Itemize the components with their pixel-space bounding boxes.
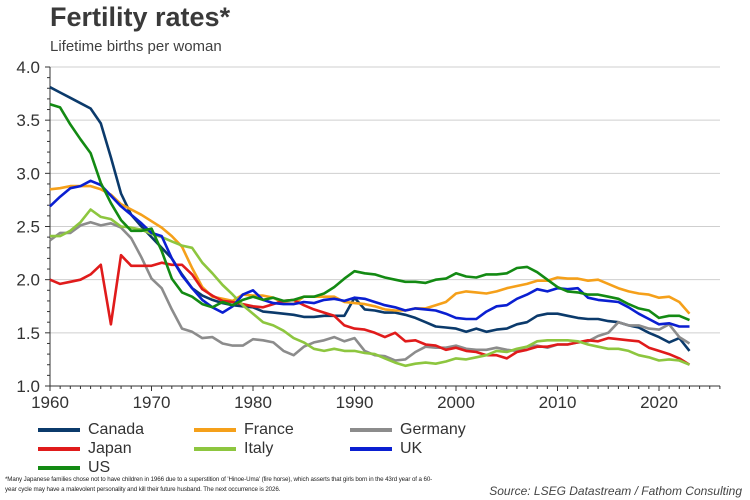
legend-item-us: US: [38, 459, 110, 477]
y-tick-label: 2.5: [16, 218, 40, 237]
legend-label: France: [244, 421, 294, 438]
axes: [45, 66, 721, 391]
series-line-italy: [50, 208, 690, 368]
series-line-france: [49, 184, 691, 315]
legend-swatch: [194, 447, 236, 451]
y-tick-label: 4.0: [16, 58, 40, 77]
x-tick-label: 2000: [437, 393, 475, 412]
y-tick-label: 1.0: [16, 377, 40, 396]
legend-label: Italy: [244, 440, 274, 457]
chart-title: Fertility rates*: [50, 2, 231, 32]
legend-swatch: [350, 447, 392, 451]
legend-item-france: France: [194, 421, 294, 439]
x-tick-label: 1960: [31, 393, 69, 412]
chart-subtitle: Lifetime births per woman: [50, 38, 222, 55]
legend-label: Germany: [400, 421, 466, 438]
tick-labels: 1.0 1.5 2.0 2.5 3.0 3.5 4.0 1960 1970 1980 1990 200…: [16, 58, 678, 412]
legend-swatch: [38, 428, 80, 432]
x-tick-label: 1990: [336, 393, 374, 412]
gridlines: [50, 66, 720, 334]
legend-item-japan: Japan: [38, 440, 132, 458]
y-tick-label: 2.0: [16, 271, 40, 290]
legend-swatch: [38, 447, 80, 451]
legend-item-canada: Canada: [38, 421, 144, 439]
series-line-us: [49, 102, 691, 322]
x-tick-label: 2020: [640, 393, 678, 412]
legend-swatch: [350, 428, 392, 432]
x-tick-label: 1980: [234, 393, 272, 412]
legend-item-uk: UK: [350, 440, 422, 458]
legend-label: UK: [400, 440, 423, 457]
legend-item-germany: Germany: [350, 421, 466, 439]
legend-label: Japan: [88, 440, 132, 457]
x-tick-label: 1970: [133, 393, 171, 412]
x-tick-label: 2010: [539, 393, 577, 412]
y-tick-label: 3.5: [16, 111, 40, 130]
line-chart: 1.0 1.5 2.0 2.5 3.0 3.5 4.0 1960 1970 1980 1990 200…: [16, 58, 721, 412]
legend-label: US: [88, 459, 111, 476]
legend-swatch: [38, 466, 80, 470]
y-tick-label: 1.5: [16, 324, 40, 343]
legend-label: Canada: [88, 421, 145, 438]
legend-item-italy: Italy: [194, 440, 273, 458]
source-note: Source: LSEG Datastream / Fathom Consult…: [489, 484, 742, 498]
footnote: *Many Japanese families chose not to hav…: [5, 476, 433, 493]
series-lines: [49, 86, 691, 368]
legend-swatch: [194, 428, 236, 432]
series-line-japan: [49, 253, 691, 366]
y-tick-label: 3.0: [16, 164, 40, 183]
